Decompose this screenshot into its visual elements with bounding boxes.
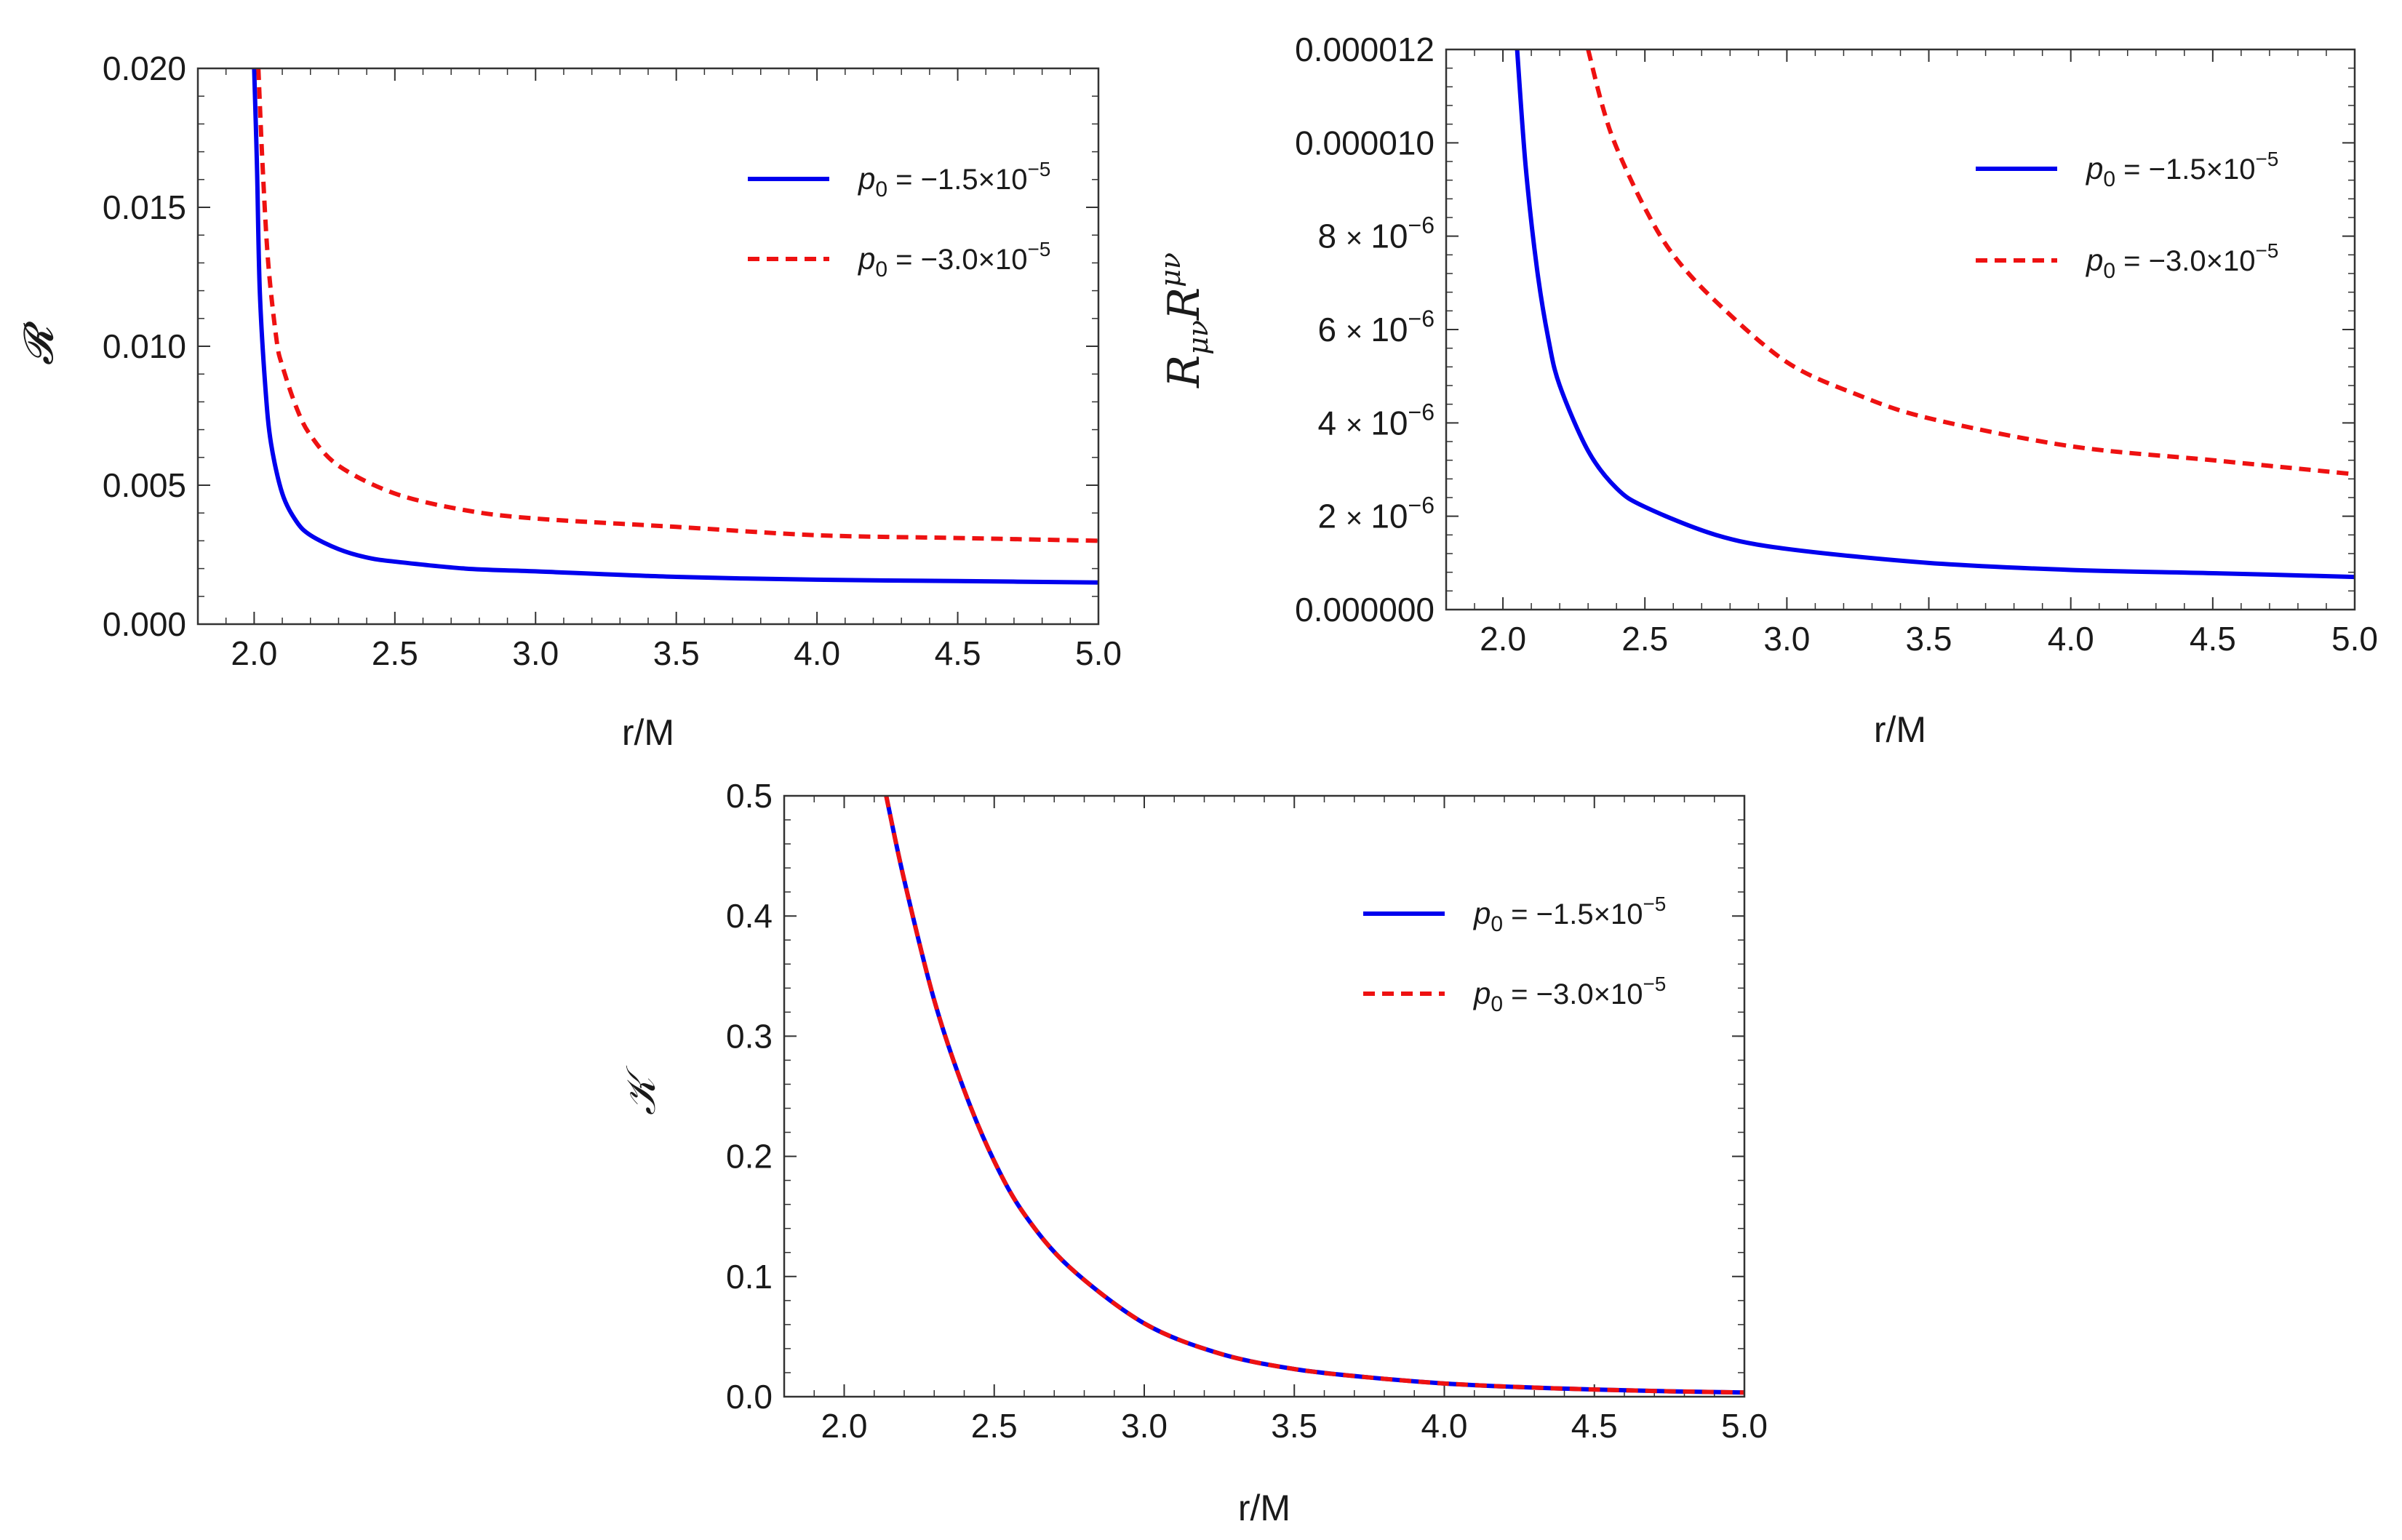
- series-line-1: [1515, 49, 2355, 580]
- y-tick-label: 0.000: [103, 605, 186, 643]
- x-tick-label: 5.0: [2331, 620, 2378, 658]
- y-tick-label: 0.3: [726, 1017, 773, 1055]
- y-axis-title: 𝓡: [15, 321, 63, 365]
- x-tick-label: 5.0: [1721, 1407, 1768, 1445]
- y-tick-label: 6 × 10−6: [1317, 306, 1435, 348]
- x-tick-label: 4.5: [1571, 1407, 1618, 1445]
- legend-label-2: p0 = −3.0×10−5: [857, 238, 1050, 282]
- y-tick-label: 0.4: [726, 897, 773, 935]
- legend-label-2: p0 = −3.0×10−5: [1472, 973, 1666, 1016]
- x-tick-label: 5.0: [1075, 634, 1122, 672]
- series-line-2: [256, 68, 1098, 543]
- x-tick-label: 2.0: [231, 634, 277, 672]
- y-axis-title: RμνRμν: [1154, 252, 1214, 388]
- y-tick-label: 0.015: [103, 188, 186, 226]
- y-tick-label: 0.005: [103, 466, 186, 504]
- x-tick-label: 3.5: [1906, 620, 1952, 658]
- y-tick-label: 0.2: [726, 1138, 773, 1176]
- series-line-2: [1586, 49, 2355, 476]
- x-tick-label: 4.5: [2190, 620, 2236, 658]
- legend-label-1: p0 = −1.5×10−5: [2085, 148, 2278, 191]
- x-tick-label: 2.0: [821, 1407, 868, 1445]
- x-tick-label: 2.0: [1480, 620, 1526, 658]
- x-tick-label: 2.5: [971, 1407, 1018, 1445]
- y-tick-label: 8 × 10−6: [1317, 212, 1435, 255]
- y-tick-label: 0.010: [103, 327, 186, 365]
- x-tick-label: 3.5: [1271, 1407, 1317, 1445]
- x-axis-title: r/M: [622, 712, 674, 753]
- series-line-1: [884, 796, 1744, 1395]
- plot-frame: [1445, 48, 2356, 611]
- minor-ticks: [783, 795, 1745, 1397]
- y-tick-label: 0.1: [726, 1258, 773, 1296]
- y-tick-label: 0.000012: [1295, 31, 1435, 68]
- legend: p0 = −1.5×10−5 p0 = −3.0×10−5: [1976, 148, 2278, 283]
- y-axis-title: 𝒦: [618, 1065, 665, 1115]
- x-tick-label: 3.0: [512, 634, 559, 672]
- x-tick-label: 4.0: [1421, 1407, 1468, 1445]
- x-tick-label: 3.5: [653, 634, 700, 672]
- y-tick-label: 0.020: [103, 49, 186, 87]
- x-tick-label: 4.5: [935, 634, 981, 672]
- legend: p0 = −1.5×10−5 p0 = −3.0×10−5: [748, 158, 1050, 282]
- minor-ticks: [197, 68, 1099, 625]
- plot-frame: [783, 794, 1746, 1398]
- y-tick-label: 0.000010: [1295, 124, 1435, 161]
- plot-frame: [196, 67, 1100, 626]
- chart-r: 2.0 2.5 3.0 3.5 4.0 4.5 5.0 0.000 0.005 0.010 0.01…: [15, 49, 1122, 753]
- x-tick-label: 2.5: [372, 634, 418, 672]
- y-tick-label: 2 × 10−6: [1317, 492, 1435, 535]
- x-axis-title: r/M: [1874, 709, 1926, 750]
- series-line-1: [252, 68, 1098, 585]
- legend-label-1: p0 = −1.5×10−5: [857, 158, 1050, 202]
- y-tick-label: 0.0: [726, 1378, 773, 1416]
- legend-label-1: p0 = −1.5×10−5: [1472, 893, 1666, 936]
- x-tick-label: 4.0: [794, 634, 840, 672]
- legend-label-2: p0 = −3.0×10−5: [2085, 239, 2278, 283]
- minor-ticks: [1445, 49, 2355, 610]
- x-tick-label: 3.0: [1121, 1407, 1168, 1445]
- chart-rr: 2.0 2.5 3.0 3.5 4.0 4.5 5.0 0.000000 2 × 10−6 4 ×…: [1154, 31, 2378, 750]
- x-tick-label: 4.0: [2048, 620, 2094, 658]
- x-tick-label: 2.5: [1621, 620, 1668, 658]
- legend: p0 = −1.5×10−5 p0 = −3.0×10−5: [1363, 893, 1666, 1016]
- y-tick-label: 0.000000: [1295, 591, 1435, 629]
- series-line-2: [884, 796, 1744, 1395]
- x-tick-label: 3.0: [1763, 620, 1810, 658]
- chart-k: 2.0 2.5 3.0 3.5 4.0 4.5 5.0 0.0 0.1 0.2 0.3 0.4 0.5 r…: [618, 777, 1768, 1528]
- y-tick-label: 0.5: [726, 777, 773, 815]
- y-tick-label: 4 × 10−6: [1317, 399, 1435, 442]
- x-axis-title: r/M: [1238, 1488, 1290, 1528]
